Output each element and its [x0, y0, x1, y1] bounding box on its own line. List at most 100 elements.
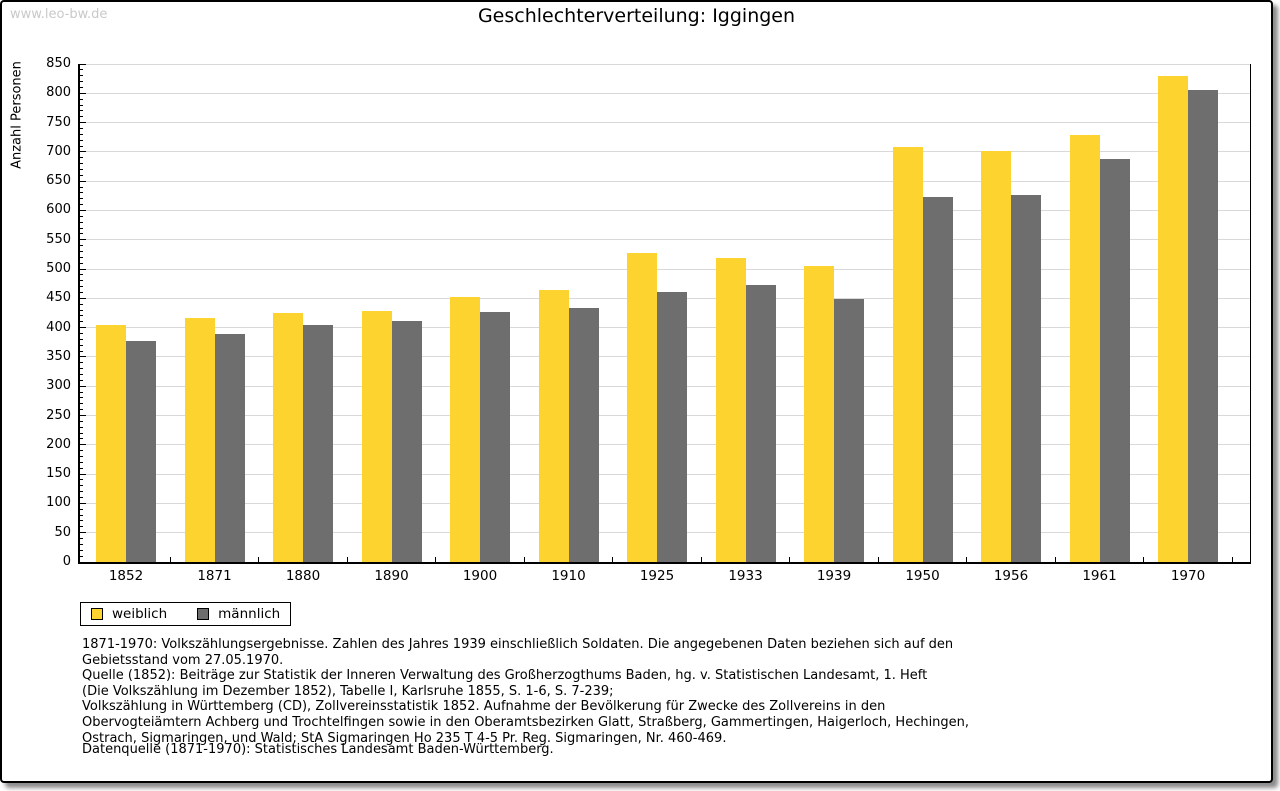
y-tick-600: [80, 209, 86, 211]
y-tick-630: [80, 192, 83, 194]
maennlich-swatch: [197, 608, 210, 620]
y-tick-240: [80, 420, 83, 422]
y-tick-710: [80, 145, 83, 147]
legend-item-weiblich: weiblich: [91, 606, 167, 622]
x-tick-label-1939: 1939: [816, 568, 852, 584]
x-tick-5: [523, 557, 525, 562]
y-tick-590: [80, 215, 83, 217]
y-tick-150: [80, 473, 86, 475]
source-line-4: (Die Volkszählung im Dezember 1852), Tab…: [82, 683, 614, 699]
y-tick-750: [80, 122, 86, 124]
legend-label-weiblich: weiblich: [112, 606, 168, 622]
source-line-3: Quelle (1852): Beiträge zur Statistik de…: [82, 668, 928, 684]
y-tick-620: [80, 198, 83, 200]
bar-weiblich-1880: [273, 313, 303, 562]
y-tick-label-250: 250: [46, 407, 71, 423]
y-tick-450: [80, 297, 86, 299]
y-tick-160: [80, 467, 83, 469]
y-tick-560: [80, 233, 83, 235]
y-tick-410: [80, 321, 83, 323]
y-tick-30: [80, 543, 83, 545]
x-tick-12: [1143, 557, 1145, 562]
y-tick-120: [80, 491, 83, 493]
y-tick-550: [80, 239, 86, 241]
y-tick-label-350: 350: [46, 348, 71, 364]
y-tick-500: [80, 268, 86, 270]
x-tick-label-1890: 1890: [374, 568, 409, 584]
y-tick-660: [80, 174, 83, 176]
source-line-2: Gebietsstand vom 27.05.1970.: [82, 652, 284, 668]
x-tick-11: [1054, 557, 1056, 562]
y-tick-700: [80, 151, 86, 153]
x-tick-10: [966, 557, 968, 562]
y-tick-680: [80, 163, 83, 165]
source-line-1: 1871-1970: Volkszählungsergebnisse. Zahl…: [82, 637, 954, 652]
bar-männlich-1880: [303, 324, 333, 562]
data-source-note: Datenquelle (1871-1970): Statistisches L…: [82, 742, 554, 757]
y-tick-800: [80, 92, 86, 94]
gridline-700: [80, 151, 1250, 153]
y-tick-580: [80, 221, 83, 223]
bar-männlich-1890: [391, 321, 422, 562]
x-tick-label-1970: 1970: [1170, 568, 1206, 584]
y-tick-740: [80, 127, 83, 129]
x-tick-label-1900: 1900: [462, 568, 498, 584]
y-tick-60: [80, 526, 83, 528]
x-tick-label-1852: 1852: [108, 568, 144, 584]
gridline-600: [80, 209, 1250, 211]
y-tick-290: [80, 391, 83, 393]
y-tick-180: [80, 456, 83, 458]
y-tick-780: [80, 104, 83, 106]
bar-weiblich-1900: [450, 296, 480, 562]
x-tick-7: [700, 557, 702, 562]
y-tick-650: [80, 180, 86, 182]
bar-weiblich-1852: [96, 324, 126, 562]
y-tick-840: [80, 69, 83, 71]
bar-männlich-1939: [834, 298, 864, 562]
bar-männlich-1950: [922, 196, 953, 562]
gridline-850: [80, 63, 1250, 65]
y-tick-670: [80, 168, 83, 170]
x-tick-label-1871: 1871: [197, 568, 232, 584]
y-tick-430: [80, 309, 83, 311]
bar-weiblich-1939: [804, 266, 834, 562]
gridline-750: [80, 122, 1250, 124]
x-tick-label-1956: 1956: [993, 568, 1029, 584]
bar-weiblich-1970: [1158, 75, 1188, 562]
x-tick-1: [169, 557, 171, 562]
y-tick-810: [80, 86, 83, 88]
bar-weiblich-1950: [892, 147, 923, 562]
gridline-500: [80, 268, 1250, 270]
x-tick-label-1933: 1933: [728, 568, 763, 584]
bar-weiblich-1910: [538, 290, 569, 562]
y-tick-70: [80, 520, 83, 522]
y-tick-170: [80, 461, 83, 463]
x-tick-13: [1231, 557, 1233, 562]
watermark: www.leo-bw.de: [10, 7, 108, 22]
y-tick-label-700: 700: [46, 143, 71, 159]
y-tick-850: [80, 63, 86, 65]
y-tick-280: [80, 397, 83, 399]
y-tick-320: [80, 374, 83, 376]
legend-label-maennlich: männlich: [218, 606, 281, 622]
y-tick-230: [80, 426, 83, 428]
y-tick-540: [80, 245, 83, 247]
gridline-550: [80, 239, 1250, 241]
y-axis-line: [78, 64, 80, 562]
bar-weiblich-1925: [627, 253, 657, 562]
page-title: Geschlechterverteilung: Iggingen: [477, 5, 796, 27]
y-tick-130: [80, 485, 83, 487]
y-tick-label-850: 850: [46, 56, 71, 71]
legend: weiblich männlich: [80, 602, 292, 626]
y-tick-490: [80, 274, 83, 276]
weiblich-swatch: [91, 608, 103, 620]
y-tick-460: [80, 291, 83, 293]
y-tick-140: [80, 479, 83, 481]
y-tick-820: [80, 81, 83, 83]
source-line-5: Volkszählung in Württemberg (CD), Zollve…: [82, 699, 886, 715]
y-tick-380: [80, 338, 83, 340]
x-tick-label-1950: 1950: [905, 568, 940, 584]
bar-weiblich-1933: [715, 257, 746, 562]
y-tick-label-100: 100: [46, 495, 71, 511]
y-tick-530: [80, 250, 83, 252]
